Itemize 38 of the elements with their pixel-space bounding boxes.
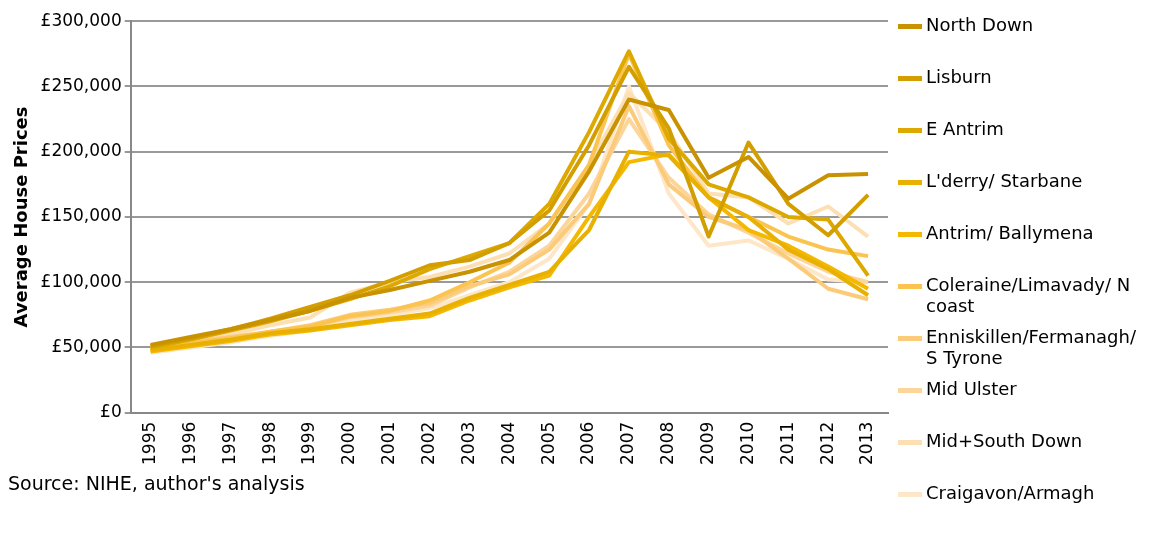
- legend-label: E Antrim: [926, 118, 1004, 139]
- legend-label: Antrim/ Ballymena: [926, 222, 1094, 243]
- x-tick-label: 2000: [338, 421, 359, 465]
- x-tick-label: 2001: [378, 421, 399, 465]
- y-tick-label: £300,000: [40, 9, 122, 30]
- x-tick-label: 2004: [497, 421, 518, 465]
- legend-label: Mid Ulster: [926, 378, 1017, 399]
- legend-label: Craigavon/Armagh: [926, 482, 1095, 503]
- y-tick-label: £50,000: [51, 335, 122, 356]
- x-tick-label: 2005: [537, 421, 558, 465]
- x-tick-label: 2009: [697, 421, 718, 465]
- x-tick-label: 2008: [657, 421, 678, 465]
- x-tick-label: 2007: [617, 421, 638, 465]
- x-tick-label: 1998: [258, 421, 279, 465]
- x-tick-label: 1997: [218, 421, 239, 465]
- x-tick-label: 1996: [178, 421, 199, 465]
- x-tick-label: 2002: [418, 421, 439, 465]
- x-tick-label: 2010: [736, 421, 757, 465]
- source-note: Source: NIHE, author's analysis: [8, 472, 306, 494]
- y-tick-label: £0: [100, 401, 122, 422]
- x-tick-label: 2003: [457, 421, 478, 465]
- legend-label: Coleraine/Limavady/ N coast: [926, 274, 1132, 316]
- x-tick-label: 2006: [577, 421, 598, 465]
- legend-label: Enniskillen/Fermanagh/ S Tyrone: [926, 326, 1137, 368]
- y-tick-label: £150,000: [40, 205, 122, 226]
- legend-label: North Down: [926, 14, 1034, 35]
- y-tick-label: £250,000: [40, 74, 122, 95]
- x-tick-label: 2013: [856, 421, 877, 465]
- y-axis-title: Average House Prices: [10, 106, 32, 328]
- x-tick-label: 2011: [776, 421, 797, 465]
- y-tick-label: £100,000: [40, 270, 122, 291]
- x-tick-label: 2012: [816, 421, 837, 465]
- legend-label: Lisburn: [926, 66, 992, 87]
- y-tick-label: £200,000: [40, 140, 122, 161]
- legend-label: L'derry/ Starbane: [926, 170, 1083, 191]
- x-tick-label: 1999: [298, 421, 319, 465]
- legend-label: Mid+South Down: [926, 430, 1083, 451]
- x-tick-label: 1995: [139, 421, 160, 465]
